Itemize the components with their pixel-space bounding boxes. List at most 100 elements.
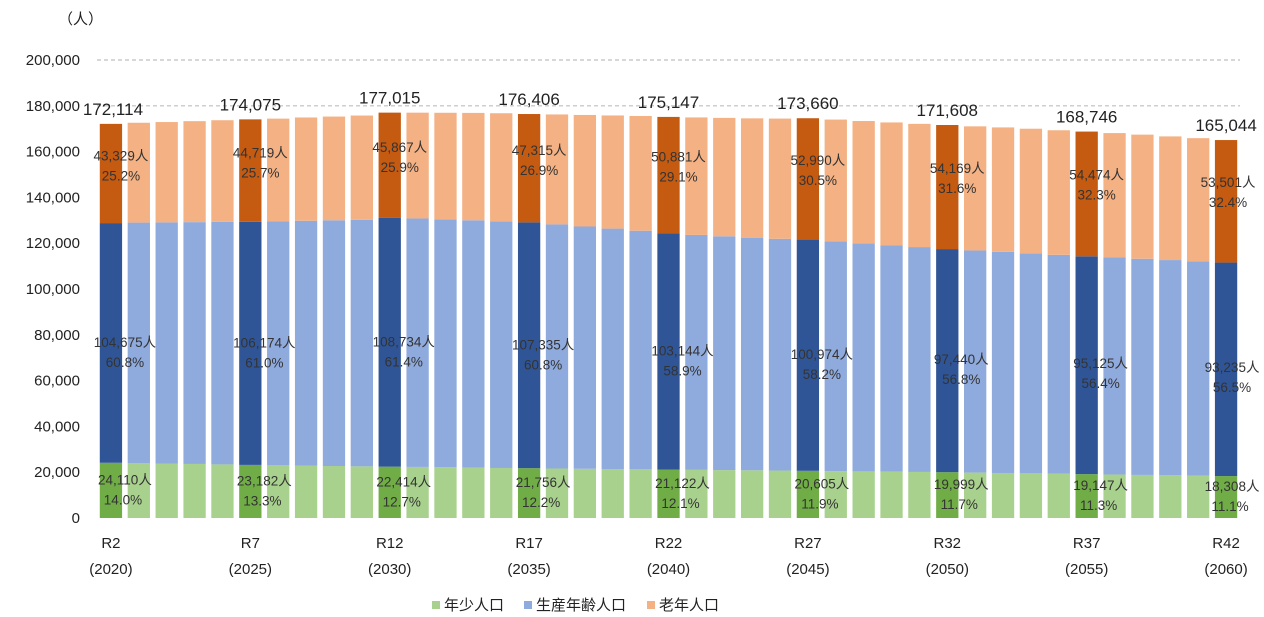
bar-young — [406, 466, 429, 518]
bar-working — [657, 233, 680, 470]
legend-swatch-young — [432, 601, 440, 609]
bar-elderly — [127, 122, 150, 223]
y-tick-label: 140,000 — [26, 189, 80, 206]
bar-elderly — [267, 118, 290, 222]
bar-working — [685, 234, 708, 470]
bar-working — [350, 219, 373, 467]
bar-young — [685, 469, 708, 518]
bar-working — [629, 230, 652, 470]
y-unit-label: （人） — [58, 11, 103, 28]
working-count-label: 100,974人 — [791, 347, 854, 362]
bar-elderly — [406, 112, 429, 219]
bar-young — [99, 462, 123, 518]
bar-working — [1214, 262, 1238, 477]
young-pct-label: 14.0% — [104, 492, 142, 507]
young-pct-label: 12.7% — [383, 494, 421, 509]
bar-young — [267, 465, 290, 518]
bar-elderly — [211, 120, 234, 222]
bar-young — [573, 468, 597, 518]
young-count-label: 21,756人 — [516, 475, 571, 490]
bar-young — [127, 463, 150, 518]
bar-working — [490, 221, 513, 468]
bar-working — [880, 245, 903, 472]
bar-young — [629, 469, 652, 518]
bar-working — [378, 217, 401, 467]
x-tick-year: (2060) — [1204, 561, 1247, 578]
elderly-pct-label: 30.5% — [799, 173, 837, 188]
y-tick-label: 60,000 — [34, 373, 80, 390]
working-count-label: 93,235人 — [1205, 360, 1260, 375]
bar-elderly — [1103, 133, 1126, 258]
bar-young — [211, 464, 234, 518]
bar-working — [1047, 254, 1070, 474]
total-label: 165,044 — [1195, 116, 1256, 135]
bar-young — [350, 466, 373, 518]
bar-elderly — [991, 127, 1015, 252]
total-label: 177,015 — [359, 89, 420, 108]
bar-working — [239, 221, 262, 465]
bar-young — [740, 470, 764, 518]
bar-elderly — [1214, 140, 1238, 263]
elderly-pct-label: 25.9% — [381, 160, 419, 175]
bar-young — [183, 463, 206, 518]
bar-elderly — [685, 117, 708, 235]
bar-elderly — [490, 113, 513, 222]
working-count-label: 108,734人 — [373, 335, 436, 350]
young-pct-label: 12.2% — [522, 495, 560, 510]
y-tick-label: 200,000 — [26, 52, 80, 69]
bar-working — [517, 222, 541, 469]
bar-working — [824, 241, 847, 472]
total-label: 172,114 — [83, 100, 143, 119]
bar-elderly — [713, 117, 736, 237]
bar-working — [991, 251, 1015, 473]
x-tick-label: R17 — [515, 535, 543, 552]
bar-young — [434, 467, 457, 518]
bar-elderly — [239, 119, 262, 222]
bar-working — [796, 239, 820, 471]
bar-young — [462, 467, 485, 518]
young-pct-label: 11.7% — [941, 497, 978, 512]
bar-working — [406, 218, 429, 467]
young-count-label: 20,605人 — [794, 476, 849, 491]
legend-label-working: 生産年齢人口 — [536, 597, 626, 614]
bar-young — [1187, 475, 1210, 518]
bar-elderly — [545, 114, 569, 225]
bar-working — [908, 247, 931, 472]
total-label: 171,608 — [917, 101, 978, 120]
elderly-pct-label: 31.6% — [938, 181, 976, 196]
bar-elderly — [657, 116, 680, 234]
x-tick-label: R22 — [655, 535, 683, 552]
bar-young — [1131, 474, 1154, 518]
x-tick-year: (2040) — [647, 561, 690, 578]
bar-young — [964, 472, 987, 518]
bar-working — [434, 219, 457, 468]
bar-young — [852, 471, 875, 518]
total-label: 168,746 — [1056, 108, 1117, 127]
working-count-label: 103,144人 — [651, 343, 714, 358]
working-count-label: 106,174人 — [233, 336, 296, 351]
total-label: 176,406 — [498, 90, 559, 109]
bar-elderly — [1019, 128, 1043, 254]
working-pct-label: 60.8% — [524, 358, 562, 373]
x-tick-label: R37 — [1073, 535, 1101, 552]
bar-elderly — [462, 112, 485, 221]
bar-elderly — [1047, 130, 1070, 255]
bar-elderly — [1187, 138, 1210, 262]
legend-swatch-elderly — [647, 601, 655, 609]
x-tick-year: (2050) — [926, 561, 969, 578]
bar-young — [517, 468, 541, 518]
x-tick-year: (2025) — [229, 561, 272, 578]
working-count-label: 104,675人 — [94, 335, 157, 350]
bar-young — [1075, 474, 1098, 518]
legend-label-elderly: 老年人口 — [659, 597, 719, 614]
x-tick-label: R7 — [241, 535, 260, 552]
y-tick-label: 0 — [72, 510, 80, 527]
elderly-count-label: 43,329人 — [94, 149, 149, 164]
elderly-pct-label: 32.3% — [1078, 188, 1116, 203]
bar-elderly — [183, 121, 206, 223]
bar-young — [1019, 473, 1043, 518]
bar-elderly — [434, 112, 457, 220]
x-tick-year: (2020) — [89, 561, 132, 578]
bar-elderly — [629, 115, 652, 231]
